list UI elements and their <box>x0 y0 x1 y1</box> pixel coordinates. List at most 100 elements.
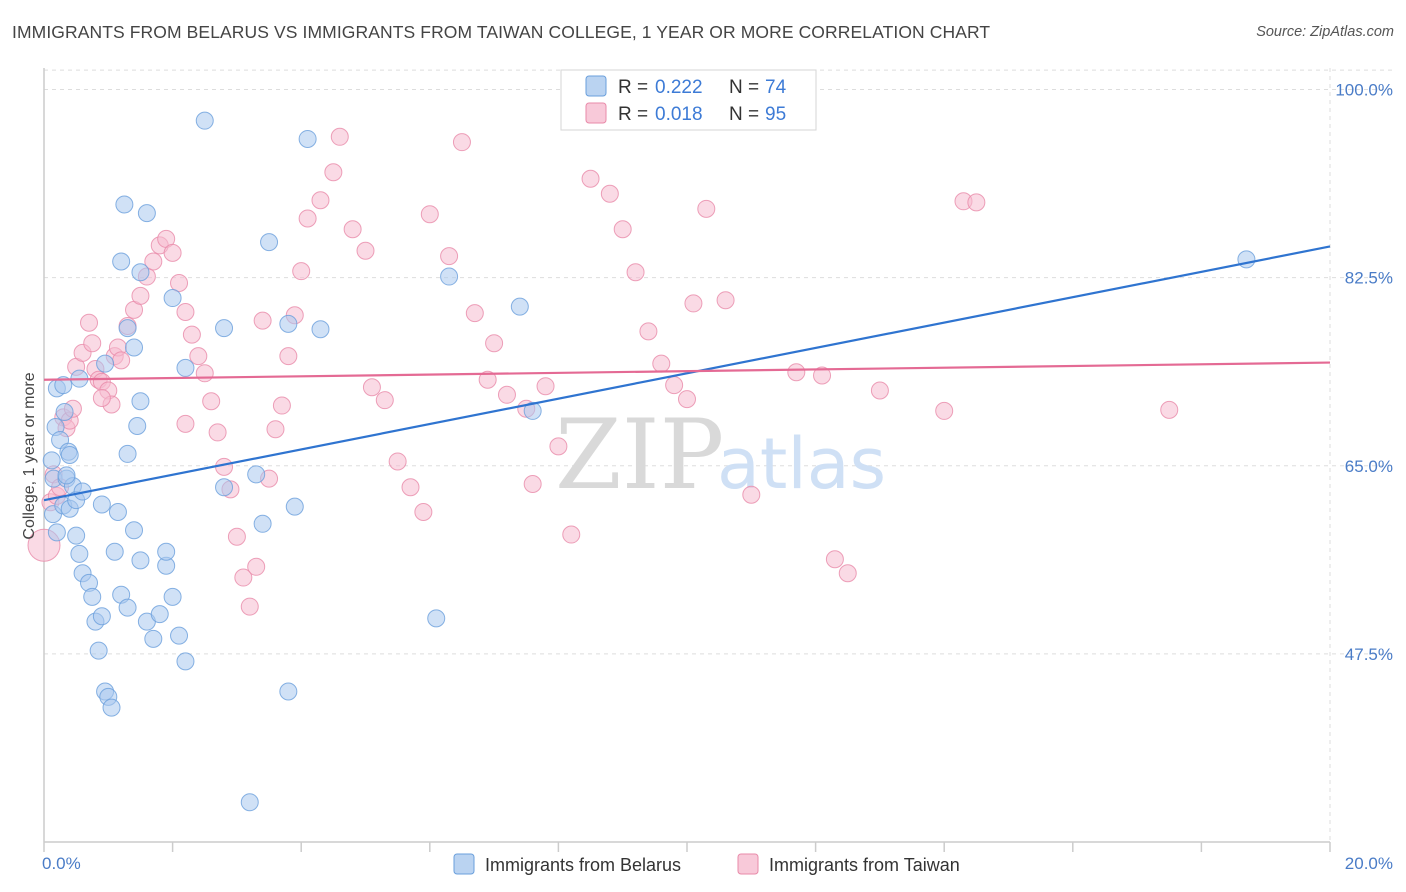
point-taiwan-83 <box>787 363 806 382</box>
point-belarus-47 <box>131 263 150 282</box>
point-taiwan-72 <box>600 184 619 203</box>
x-tick-label-0: 0.0% <box>42 854 81 873</box>
point-taiwan-11 <box>80 313 99 332</box>
point-belarus-57 <box>285 497 304 516</box>
legend-r-label-belarus: R = <box>618 77 648 98</box>
point-taiwan-63 <box>478 370 497 389</box>
point-belarus-48 <box>163 289 182 308</box>
x-tick-label-1: 20.0% <box>1345 854 1393 873</box>
point-belarus-41 <box>131 392 150 411</box>
point-taiwan-39 <box>234 568 253 587</box>
point-taiwan-51 <box>330 127 349 146</box>
point-taiwan-29 <box>170 274 189 292</box>
point-taiwan-54 <box>362 378 381 397</box>
point-belarus-54 <box>260 233 279 252</box>
point-belarus-44 <box>57 466 76 485</box>
point-belarus-32 <box>163 587 182 606</box>
trend-lines <box>43 245 1331 502</box>
point-taiwan-59 <box>420 205 439 224</box>
bottom-legend-label-belarus: Immigrants from Belarus <box>485 855 681 875</box>
point-belarus-30 <box>150 605 169 624</box>
point-taiwan-30 <box>176 303 195 322</box>
y-tick-label-2: 82.5% <box>1345 269 1393 288</box>
point-taiwan-25 <box>144 252 163 271</box>
y-tick-label-1: 65.0% <box>1345 457 1393 476</box>
point-taiwan-49 <box>311 191 330 210</box>
point-taiwan-40 <box>240 597 259 616</box>
point-belarus-71 <box>311 320 330 339</box>
point-belarus-13 <box>70 544 89 563</box>
point-taiwan-90 <box>967 193 986 212</box>
legend-n-value-belarus: 74 <box>765 77 787 98</box>
point-belarus-66 <box>1237 250 1256 269</box>
point-belarus-52 <box>176 358 195 377</box>
point-taiwan-67 <box>523 475 542 494</box>
point-taiwan-48 <box>298 209 317 228</box>
point-taiwan-41 <box>247 557 266 576</box>
point-taiwan-50 <box>324 163 343 182</box>
watermark-atlas: atlas <box>717 423 886 505</box>
point-belarus-59 <box>240 793 259 812</box>
point-taiwan-76 <box>652 354 671 373</box>
trend-line-taiwan <box>43 361 1331 381</box>
point-taiwan-61 <box>452 133 471 152</box>
point-belarus-64 <box>427 609 446 628</box>
point-belarus-49 <box>137 204 156 223</box>
point-taiwan-20 <box>112 351 131 370</box>
point-taiwan-87 <box>870 381 889 400</box>
point-taiwan-31 <box>182 325 201 344</box>
point-belarus-19 <box>92 607 111 626</box>
point-belarus-38 <box>108 502 127 521</box>
point-taiwan-92 <box>176 414 195 433</box>
top-legend: R = 0.222 N = 74 R = 0.018 N = 95 <box>560 69 817 131</box>
legend-swatch-taiwan <box>585 102 607 124</box>
point-taiwan-94 <box>92 389 111 408</box>
point-taiwan-78 <box>678 390 696 409</box>
point-taiwan-53 <box>356 241 375 260</box>
point-taiwan-68 <box>536 377 555 396</box>
point-taiwan-58 <box>414 502 433 521</box>
point-taiwan-34 <box>202 392 221 411</box>
point-taiwan-28 <box>163 243 182 262</box>
point-taiwan-79 <box>684 294 703 313</box>
point-taiwan-93 <box>253 311 272 330</box>
point-taiwan-35 <box>208 423 227 442</box>
point-taiwan-47 <box>292 262 311 281</box>
tick-labels: 47.5% 65.0% 82.5% 100.0% 0.0% 20.0% <box>42 81 1393 874</box>
point-taiwan-85 <box>825 550 844 569</box>
point-belarus-42 <box>47 523 66 542</box>
point-belarus-7 <box>55 403 74 421</box>
point-belarus-33 <box>170 626 189 645</box>
point-taiwan-82 <box>742 485 761 504</box>
point-belarus-27 <box>131 551 150 570</box>
trend-line-belarus <box>43 245 1331 502</box>
legend-n-label-taiwan: N = <box>729 104 759 125</box>
point-taiwan-65 <box>497 385 516 404</box>
point-belarus-68 <box>157 542 176 561</box>
point-belarus-26 <box>125 521 144 540</box>
point-belarus-53 <box>215 319 234 338</box>
legend-r-value-taiwan: 0.018 <box>655 104 703 125</box>
y-tick-label-0: 47.5% <box>1345 645 1393 664</box>
point-belarus-16 <box>83 587 102 606</box>
source-label: Source: ZipAtlas.com <box>1256 24 1394 40</box>
y-axis-title: College, 1 year or more <box>21 372 38 539</box>
point-taiwan-69 <box>549 437 568 456</box>
bottom-legend-swatch-taiwan <box>737 853 759 875</box>
point-belarus-65 <box>510 297 529 316</box>
point-taiwan-80 <box>697 199 716 218</box>
watermark-zip: ZIP <box>555 399 724 511</box>
point-taiwan-44 <box>272 396 291 415</box>
point-belarus-37 <box>92 495 111 514</box>
legend-swatch-belarus <box>585 75 607 97</box>
point-belarus-18 <box>89 641 108 660</box>
axes <box>43 68 1331 852</box>
point-belarus-73 <box>215 478 234 497</box>
point-belarus-12 <box>67 526 86 545</box>
point-belarus-67 <box>96 354 115 373</box>
point-belarus-63 <box>523 401 542 420</box>
point-belarus-70 <box>247 465 266 484</box>
point-taiwan-12 <box>83 334 102 353</box>
point-belarus-72 <box>60 446 79 464</box>
